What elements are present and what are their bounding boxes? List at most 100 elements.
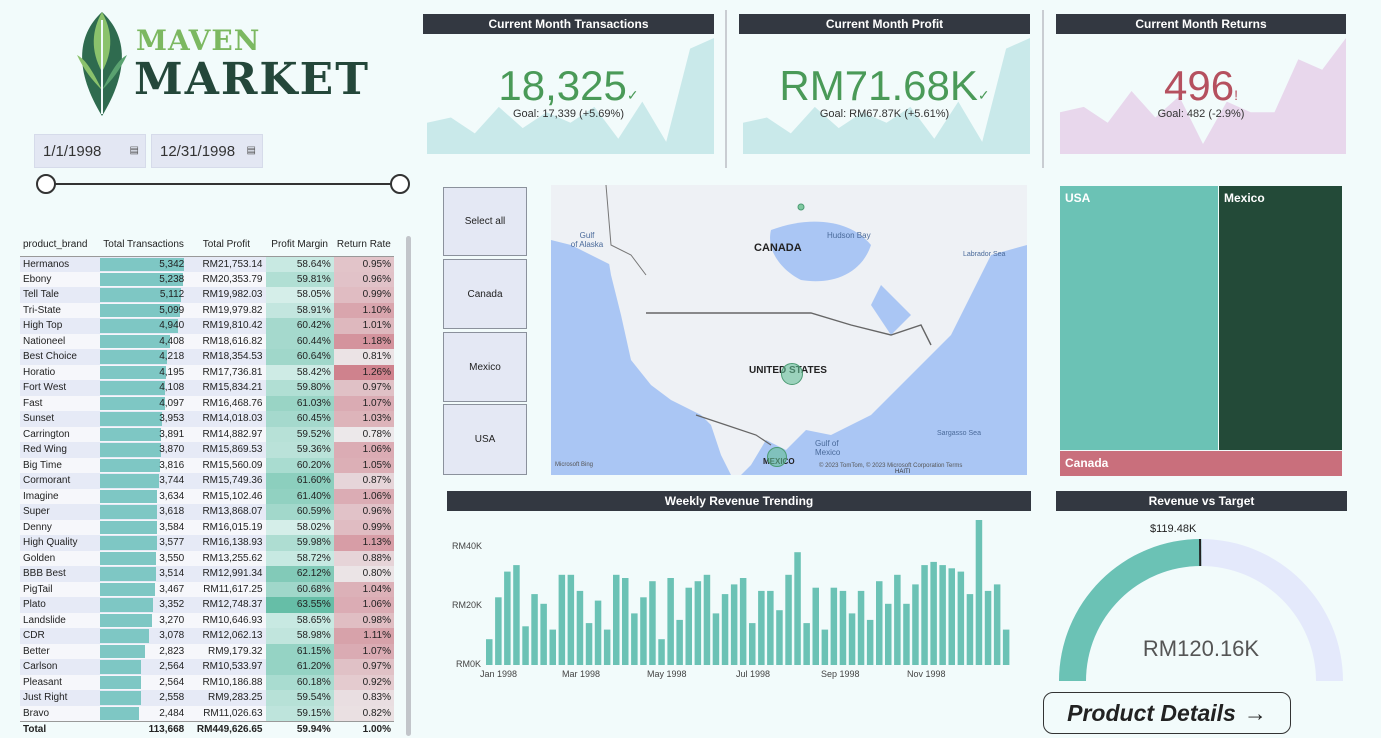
table-row[interactable]: Carlson 2,564 RM10,533.97 61.20% 0.97%: [20, 659, 394, 675]
weekly-revenue-bar[interactable]: [803, 623, 810, 665]
table-scrollbar[interactable]: [406, 236, 411, 736]
weekly-revenue-bar[interactable]: [903, 603, 910, 665]
table-row[interactable]: Landslide 3,270 RM10,646.93 58.65% 0.98%: [20, 612, 394, 628]
end-date-input[interactable]: 12/31/1998 ▤: [151, 134, 263, 168]
weekly-revenue-bar[interactable]: [585, 623, 593, 665]
calendar-icon[interactable]: ▤: [246, 145, 256, 156]
table-row[interactable]: Big Time 3,816 RM15,560.09 60.20% 1.05%: [20, 457, 394, 473]
table-row[interactable]: High Top 4,940 RM19,810.42 60.42% 1.01%: [20, 318, 394, 334]
weekly-revenue-bar[interactable]: [866, 619, 874, 665]
table-row[interactable]: Just Right 2,558 RM9,283.25 59.54% 0.83%: [20, 690, 394, 706]
weekly-revenue-bar[interactable]: [558, 574, 566, 665]
table-row[interactable]: Horatio 4,195 RM17,736.81 58.42% 1.26%: [20, 364, 394, 380]
calendar-icon[interactable]: ▤: [129, 145, 139, 156]
column-header[interactable]: product_brand: [20, 234, 101, 257]
weekly-revenue-bar[interactable]: [930, 561, 937, 665]
start-date-input[interactable]: 1/1/1998 ▤: [34, 134, 146, 168]
table-row[interactable]: Tell Tale 5,112 RM19,982.03 58.05% 0.99%: [20, 287, 394, 303]
weekly-revenue-bar[interactable]: [730, 584, 738, 665]
weekly-revenue-bar[interactable]: [939, 565, 946, 665]
weekly-revenue-bar[interactable]: [549, 629, 557, 665]
product-details-button[interactable]: Product Details →: [1043, 692, 1291, 734]
table-row[interactable]: Bravo 2,484 RM11,026.63 59.15% 0.82%: [20, 705, 394, 721]
weekly-revenue-bar[interactable]: [613, 574, 620, 665]
weekly-revenue-bar[interactable]: [839, 590, 847, 665]
weekly-revenue-bar[interactable]: [957, 571, 965, 665]
weekly-revenue-bar[interactable]: [631, 613, 638, 665]
weekly-revenue-bar[interactable]: [767, 590, 774, 665]
weekly-revenue-bar[interactable]: [522, 626, 529, 665]
map-bubble-usa[interactable]: [781, 363, 803, 385]
weekly-revenue-bar[interactable]: [993, 584, 1001, 665]
table-row[interactable]: Tri-State 5,099 RM19,979.82 58.91% 1.10%: [20, 302, 394, 318]
slicer-usa[interactable]: USA: [443, 404, 527, 475]
weekly-revenue-bar[interactable]: [948, 568, 956, 665]
slicer-canada[interactable]: Canada: [443, 259, 527, 329]
table-row[interactable]: Fast 4,097 RM16,468.76 61.03% 1.07%: [20, 395, 394, 411]
weekly-revenue-bar[interactable]: [721, 594, 729, 665]
weekly-revenue-bar[interactable]: [622, 578, 629, 665]
weekly-revenue-bar[interactable]: [984, 590, 992, 665]
table-row[interactable]: Sunset 3,953 RM14,018.03 60.45% 1.03%: [20, 411, 394, 427]
table-row[interactable]: Imagine 3,634 RM15,102.46 61.40% 1.06%: [20, 488, 394, 504]
table-row[interactable]: PigTail 3,467 RM11,617.25 60.68% 1.04%: [20, 581, 394, 597]
weekly-revenue-bar[interactable]: [848, 613, 856, 665]
weekly-revenue-bar[interactable]: [1002, 629, 1010, 665]
weekly-revenue-bar[interactable]: [885, 603, 892, 665]
weekly-revenue-bar[interactable]: [694, 581, 702, 665]
weekly-revenue-bar[interactable]: [739, 578, 747, 665]
weekly-revenue-bar[interactable]: [567, 574, 575, 665]
weekly-revenue-bar[interactable]: [794, 552, 801, 665]
map-bubble-mexico[interactable]: [767, 447, 787, 467]
weekly-revenue-bar[interactable]: [812, 587, 820, 665]
weekly-revenue-bar[interactable]: [876, 581, 883, 665]
weekly-revenue-bar[interactable]: [540, 603, 547, 665]
column-header[interactable]: Return Rate: [333, 234, 394, 257]
slicer-select-all[interactable]: Select all: [443, 187, 527, 256]
table-row[interactable]: Denny 3,584 RM16,015.19 58.02% 0.99%: [20, 519, 394, 535]
weekly-revenue-bar[interactable]: [830, 587, 838, 665]
treemap-canada[interactable]: Canada: [1060, 451, 1342, 476]
date-slider-end-handle[interactable]: [390, 174, 410, 194]
table-row[interactable]: High Quality 3,577 RM16,138.93 59.98% 1.13%: [20, 535, 394, 551]
weekly-revenue-bar[interactable]: [975, 520, 983, 665]
weekly-revenue-bar[interactable]: [603, 629, 611, 665]
weekly-revenue-bar[interactable]: [685, 587, 693, 665]
weekly-revenue-bar[interactable]: [576, 590, 584, 665]
weekly-revenue-bar[interactable]: [894, 574, 901, 665]
column-header[interactable]: Total Transactions: [100, 234, 188, 257]
table-row[interactable]: Ebony 5,238 RM20,353.79 59.81% 0.96%: [20, 271, 394, 287]
table-row[interactable]: Red Wing 3,870 RM15,869.53 59.36% 1.06%: [20, 442, 394, 458]
weekly-revenue-bar[interactable]: [821, 629, 829, 665]
column-header[interactable]: Total Profit: [187, 234, 266, 257]
weekly-revenue-bar[interactable]: [649, 581, 656, 665]
weekly-revenue-bar[interactable]: [785, 574, 792, 665]
country-map[interactable]: CANADA UNITED STATES MEXICO Gulf of Alas…: [551, 185, 1027, 475]
table-row[interactable]: Plato 3,352 RM12,748.37 63.55% 1.06%: [20, 597, 394, 613]
weekly-revenue-bar[interactable]: [857, 590, 865, 665]
date-slider-start-handle[interactable]: [36, 174, 56, 194]
weekly-revenue-bar[interactable]: [758, 590, 765, 665]
weekly-revenue-bar[interactable]: [495, 597, 502, 665]
weekly-revenue-bar[interactable]: [776, 610, 783, 665]
weekly-revenue-bar[interactable]: [486, 639, 493, 665]
column-header[interactable]: Profit Margin: [265, 234, 334, 257]
table-row[interactable]: Carrington 3,891 RM14,882.97 59.52% 0.78%: [20, 426, 394, 442]
treemap-usa[interactable]: USA: [1060, 186, 1218, 450]
weekly-revenue-bar[interactable]: [749, 623, 756, 665]
treemap-mexico[interactable]: Mexico: [1219, 186, 1342, 450]
table-row[interactable]: Hermanos 5,342 RM21,753.14 58.64% 0.95%: [20, 256, 394, 272]
weekly-revenue-bar[interactable]: [531, 594, 538, 665]
table-row[interactable]: CDR 3,078 RM12,062.13 58.98% 1.11%: [20, 628, 394, 644]
table-row[interactable]: Fort West 4,108 RM15,834.21 59.80% 0.97%: [20, 380, 394, 396]
table-row[interactable]: Better 2,823 RM9,179.32 61.15% 1.07%: [20, 643, 394, 659]
weekly-revenue-bar[interactable]: [658, 639, 665, 665]
weekly-revenue-bar[interactable]: [667, 578, 674, 665]
weekly-revenue-bar[interactable]: [676, 619, 683, 665]
table-row[interactable]: BBB Best 3,514 RM12,991.34 62.12% 0.80%: [20, 566, 394, 582]
weekly-revenue-bar[interactable]: [594, 600, 602, 665]
weekly-revenue-bar[interactable]: [966, 594, 974, 665]
date-slider-track[interactable]: [45, 183, 400, 185]
weekly-revenue-bar[interactable]: [921, 565, 928, 665]
weekly-revenue-bar[interactable]: [504, 571, 511, 665]
